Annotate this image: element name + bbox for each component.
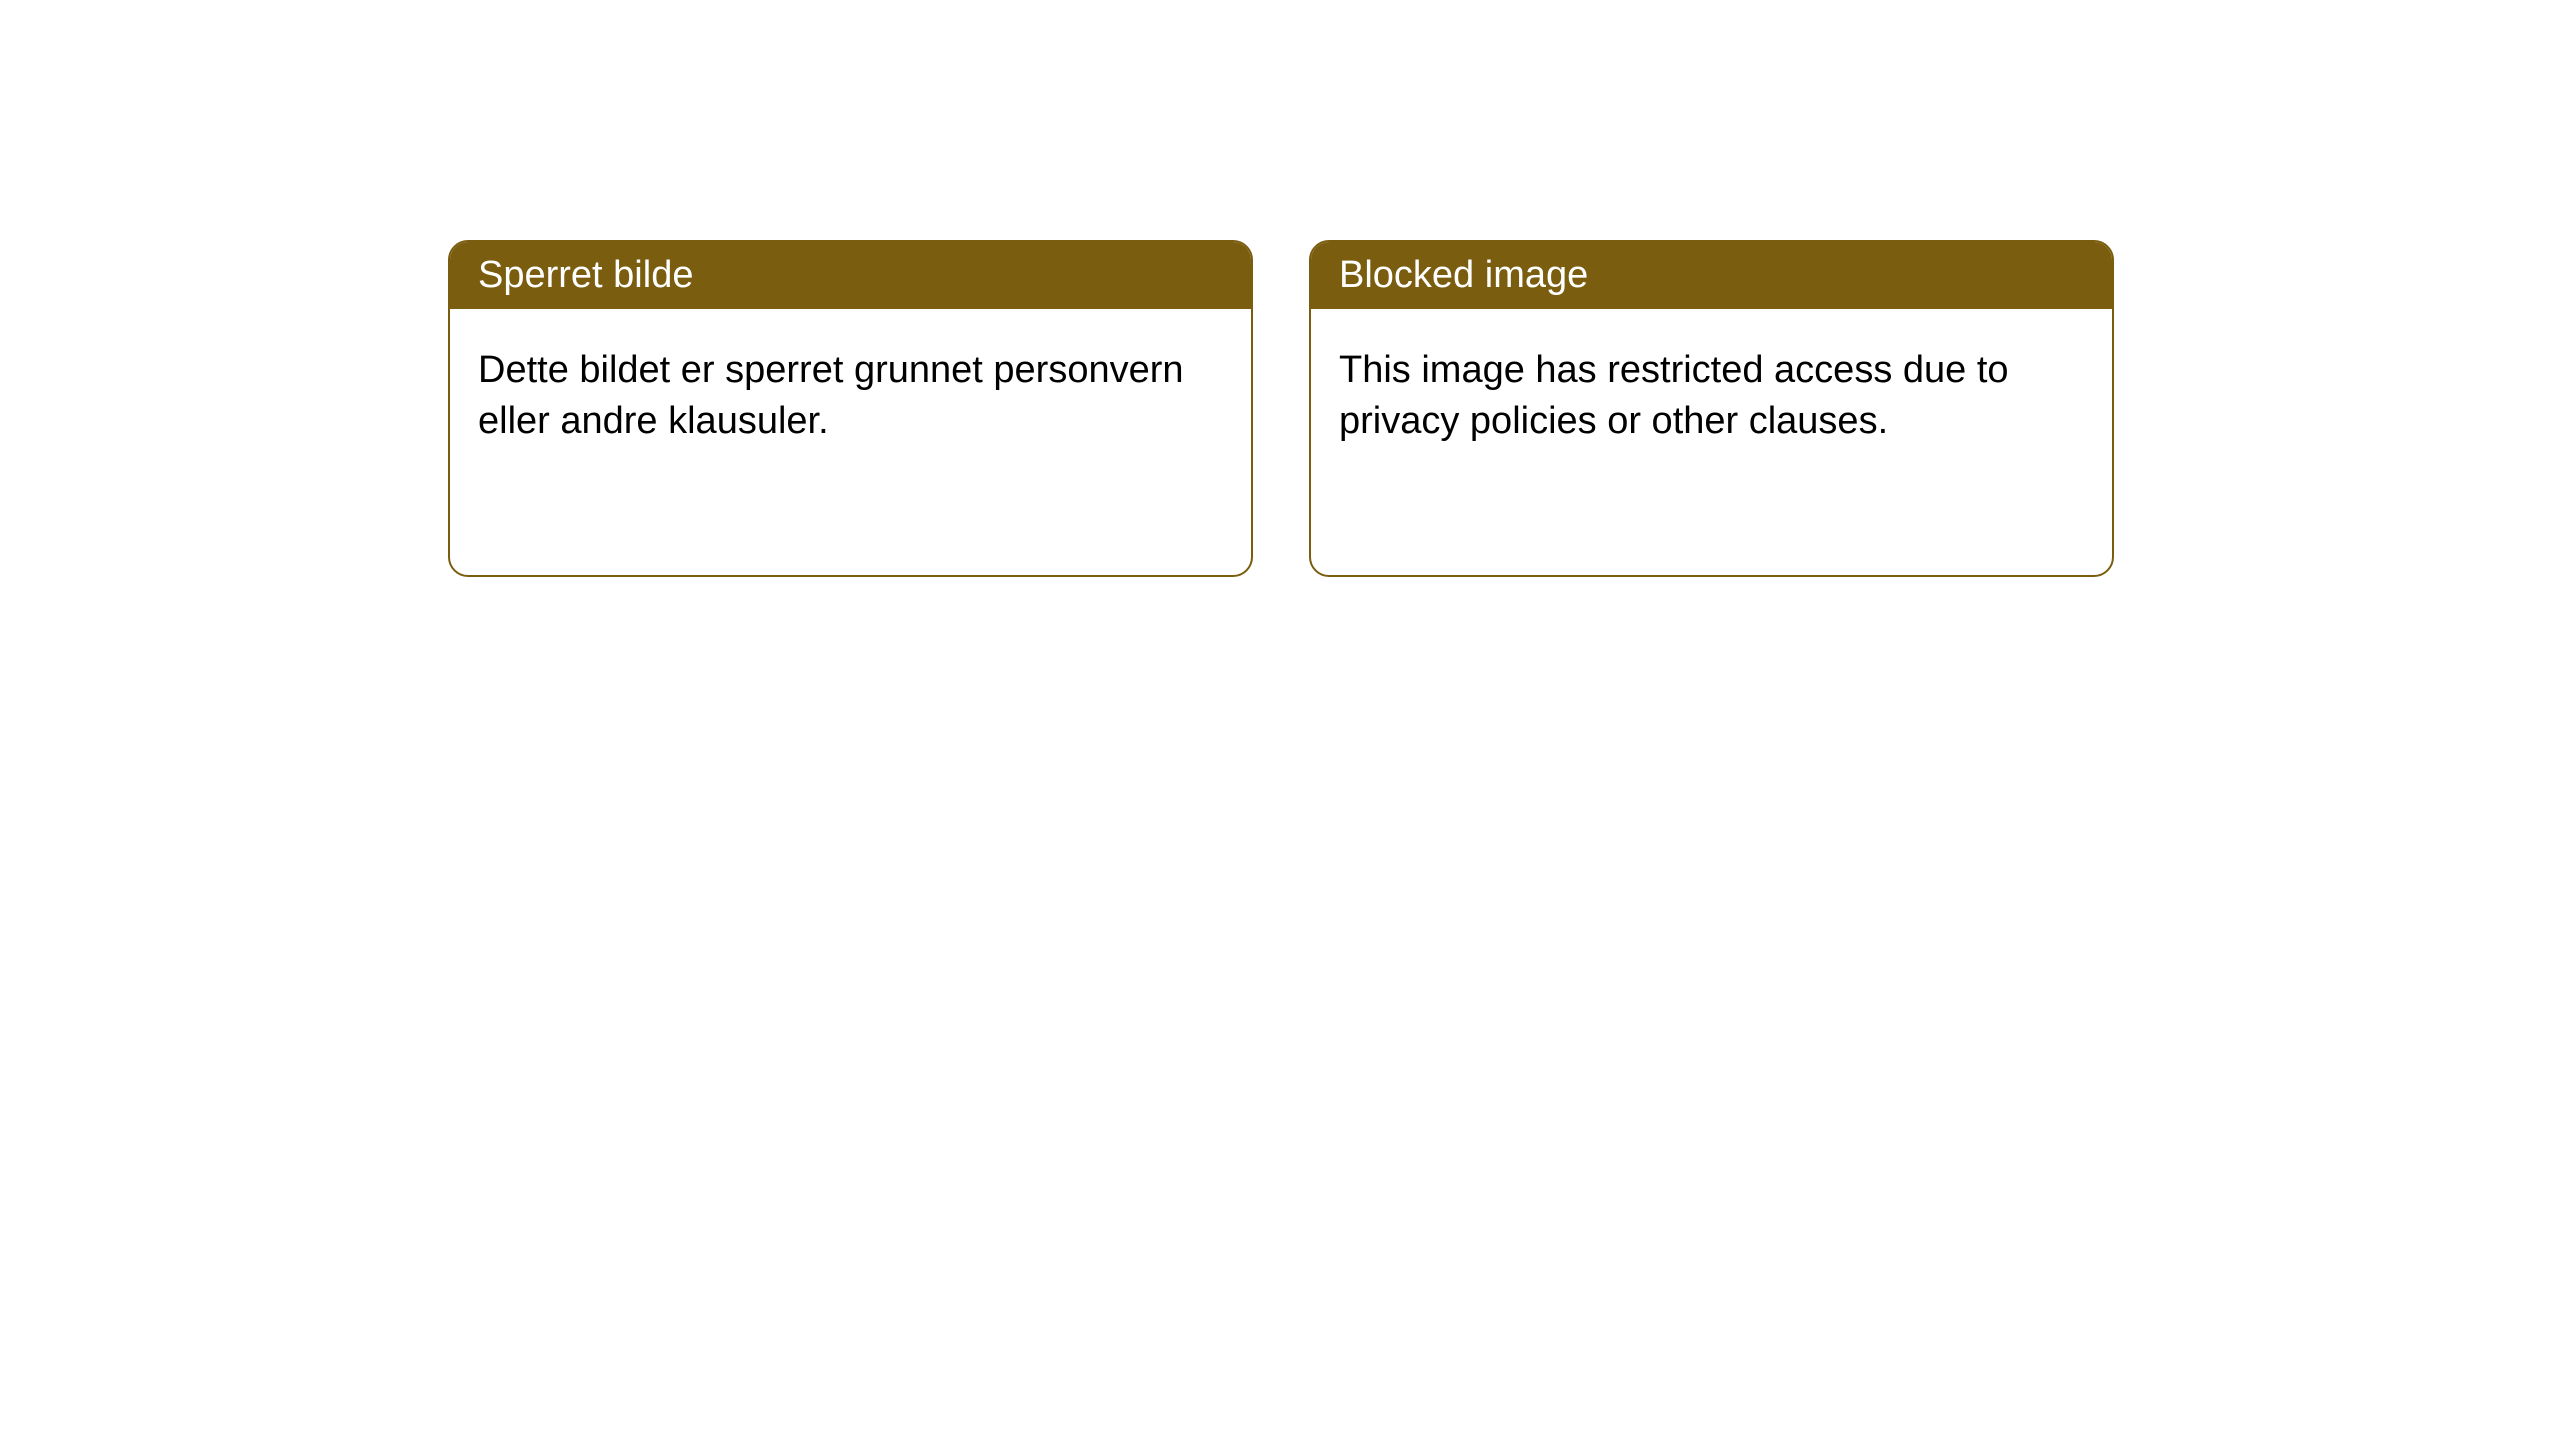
notice-card-english: Blocked image This image has restricted … [1309,240,2114,577]
notice-body: This image has restricted access due to … [1311,309,2112,484]
notice-body: Dette bildet er sperret grunnet personve… [450,309,1251,484]
notice-title: Blocked image [1339,254,1588,296]
notice-header: Sperret bilde [450,242,1251,309]
notice-container: Sperret bilde Dette bildet er sperret gr… [0,0,2560,577]
notice-message: Dette bildet er sperret grunnet personve… [478,349,1184,442]
notice-title: Sperret bilde [478,254,693,296]
notice-card-norwegian: Sperret bilde Dette bildet er sperret gr… [448,240,1253,577]
notice-message: This image has restricted access due to … [1339,349,2009,442]
notice-header: Blocked image [1311,242,2112,309]
